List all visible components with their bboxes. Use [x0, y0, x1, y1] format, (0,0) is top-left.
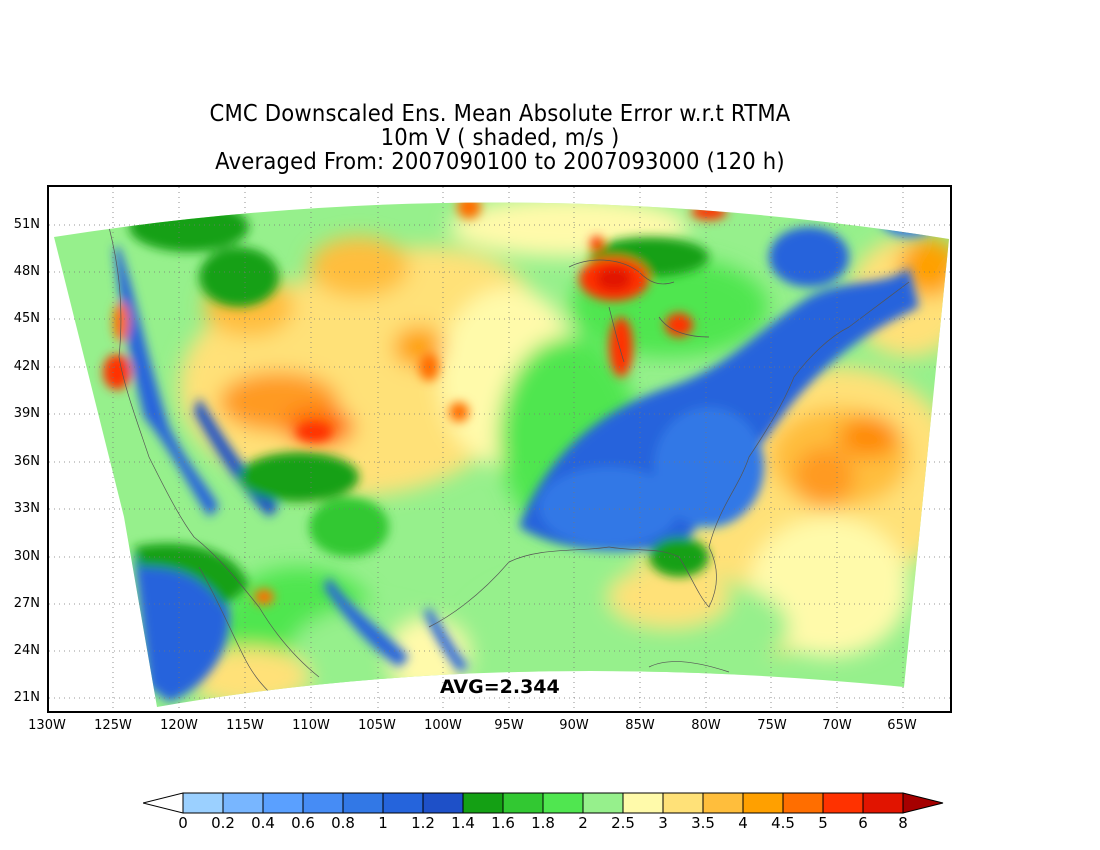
title-line-1: CMC Downscaled Ens. Mean Absolute Error …	[209, 101, 791, 127]
colorbar-tick-label: 1.2	[411, 814, 435, 832]
lon-label-115w: 115W	[226, 718, 264, 733]
colorbar-cell	[502, 792, 544, 814]
colorbar-cell	[462, 792, 504, 814]
lon-label-125w: 125W	[94, 718, 132, 733]
lon-label-80w: 80W	[691, 718, 721, 733]
lat-label-48n: 48N	[13, 264, 40, 279]
colorbar-tick-label: 0.6	[291, 814, 315, 832]
average-value-label: AVG=2.344	[440, 676, 560, 698]
colorbar-cell	[182, 792, 224, 814]
lat-label-21n: 21N	[13, 690, 40, 705]
lat-label-42n: 42N	[13, 359, 40, 374]
lat-label-45n: 45N	[13, 311, 40, 326]
colorbar-high-extension	[902, 792, 944, 814]
colorbar-cell	[622, 792, 664, 814]
lon-label-110w: 110W	[292, 718, 330, 733]
colorbar-tick-label: 1	[378, 814, 388, 832]
coastlines	[108, 202, 910, 698]
colorbar-tick-label: 1.8	[531, 814, 555, 832]
shaded-field	[54, 202, 949, 708]
colorbar-cell	[382, 792, 424, 814]
title-line-2: 10m V ( shaded, m/s )	[380, 125, 620, 151]
lon-label-75w: 75W	[757, 718, 787, 733]
colorbar-tick-label: 8	[898, 814, 908, 832]
lon-label-130w: 130W	[28, 718, 66, 733]
lat-label-36n: 36N	[13, 454, 40, 469]
title-line-3: Averaged From: 2007090100 to 2007093000 …	[215, 149, 785, 175]
colorbar-tick-label: 5	[818, 814, 828, 832]
colorbar-cell	[662, 792, 704, 814]
colorbar-tick-label: 3	[658, 814, 668, 832]
colorbar-tick-label: 0.4	[251, 814, 275, 832]
colorbar-cell	[422, 792, 464, 814]
lat-label-33n: 33N	[13, 501, 40, 516]
colorbar-tick-label: 0	[178, 814, 188, 832]
colorbar-cell	[742, 792, 784, 814]
lon-label-100w: 100W	[424, 718, 462, 733]
colorbar-cell	[542, 792, 584, 814]
colorbar-cell	[302, 792, 344, 814]
lat-label-24n: 24N	[13, 643, 40, 658]
lat-label-51n: 51N	[13, 217, 40, 232]
colorbar-cell	[822, 792, 864, 814]
colorbar-tick-label: 0.8	[331, 814, 355, 832]
lon-label-70w: 70W	[822, 718, 852, 733]
colorbar-cell	[862, 792, 904, 814]
lat-label-30n: 30N	[13, 549, 40, 564]
colorbar-low-extension	[143, 792, 184, 814]
colorbar-cell	[782, 792, 824, 814]
map-title: CMC Downscaled Ens. Mean Absolute Error …	[0, 102, 1000, 174]
colorbar-tick-label: 4	[738, 814, 748, 832]
map-frame	[47, 185, 952, 713]
lon-label-85w: 85W	[625, 718, 655, 733]
lon-label-95w: 95W	[494, 718, 524, 733]
lon-label-120w: 120W	[160, 718, 198, 733]
colorbar-tick-label: 2	[578, 814, 588, 832]
colorbar-tick-label: 1.4	[451, 814, 475, 832]
colorbar-cell	[222, 792, 264, 814]
colorbar-tick-label: 3.5	[691, 814, 715, 832]
lat-label-39n: 39N	[13, 406, 40, 421]
colorbar-cell	[262, 792, 304, 814]
lon-label-90w: 90W	[559, 718, 589, 733]
colorbar-cell	[582, 792, 624, 814]
colorbar-tick-label: 2.5	[611, 814, 635, 832]
lon-label-65w: 65W	[887, 718, 917, 733]
lat-label-27n: 27N	[13, 596, 40, 611]
colorbar-tick-label: 4.5	[771, 814, 795, 832]
colorbar-tick-label: 0.2	[211, 814, 235, 832]
colorbar-tick-label: 1.6	[491, 814, 515, 832]
colorbar-cell	[342, 792, 384, 814]
lon-label-105w: 105W	[358, 718, 396, 733]
map-canvas	[49, 187, 950, 711]
graticule	[49, 187, 950, 711]
colorbar	[143, 792, 944, 814]
colorbar-cell	[702, 792, 744, 814]
colorbar-tick-label: 6	[858, 814, 868, 832]
